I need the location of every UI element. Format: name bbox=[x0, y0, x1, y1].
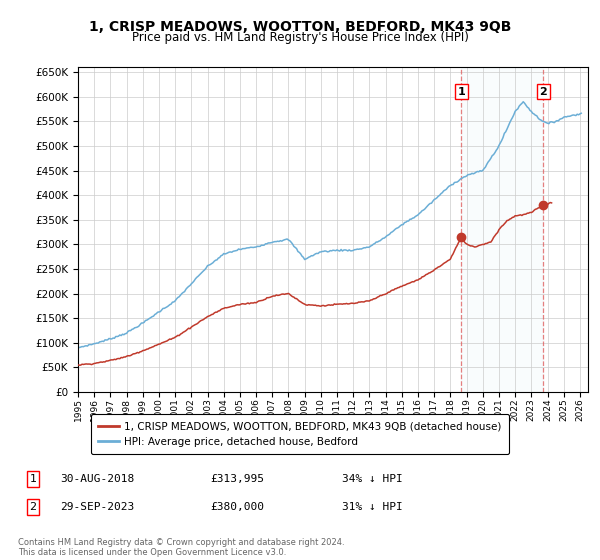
Text: 1, CRISP MEADOWS, WOOTTON, BEDFORD, MK43 9QB: 1, CRISP MEADOWS, WOOTTON, BEDFORD, MK43… bbox=[89, 20, 511, 34]
Text: £380,000: £380,000 bbox=[210, 502, 264, 512]
Legend: 1, CRISP MEADOWS, WOOTTON, BEDFORD, MK43 9QB (detached house), HPI: Average pric: 1, CRISP MEADOWS, WOOTTON, BEDFORD, MK43… bbox=[91, 414, 509, 454]
Text: 34% ↓ HPI: 34% ↓ HPI bbox=[342, 474, 403, 484]
Text: £313,995: £313,995 bbox=[210, 474, 264, 484]
Text: 2: 2 bbox=[29, 502, 37, 512]
Text: Price paid vs. HM Land Registry's House Price Index (HPI): Price paid vs. HM Land Registry's House … bbox=[131, 31, 469, 44]
Text: 2: 2 bbox=[539, 87, 547, 96]
Text: 31% ↓ HPI: 31% ↓ HPI bbox=[342, 502, 403, 512]
Text: 30-AUG-2018: 30-AUG-2018 bbox=[60, 474, 134, 484]
Bar bbox=[461, 67, 544, 392]
Text: 1: 1 bbox=[457, 87, 465, 96]
Text: 29-SEP-2023: 29-SEP-2023 bbox=[60, 502, 134, 512]
Text: 1: 1 bbox=[29, 474, 37, 484]
Text: Contains HM Land Registry data © Crown copyright and database right 2024.
This d: Contains HM Land Registry data © Crown c… bbox=[18, 538, 344, 557]
